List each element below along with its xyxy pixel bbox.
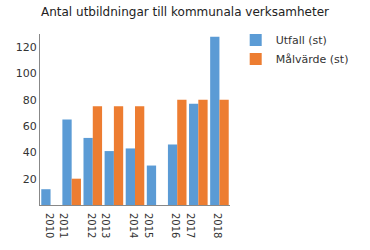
- svg-text:60: 60: [23, 120, 37, 133]
- svg-text:2010: 2010: [44, 213, 55, 238]
- svg-text:2012: 2012: [86, 213, 97, 238]
- svg-text:2017: 2017: [185, 213, 196, 238]
- svg-text:80: 80: [23, 94, 37, 107]
- svg-text:Antal utbildningar till kommun: Antal utbildningar till kommunala verksa…: [41, 5, 329, 19]
- svg-text:Utfall (st): Utfall (st): [276, 34, 327, 47]
- svg-text:2013: 2013: [100, 213, 111, 238]
- svg-text:Målvärde (st): Målvärde (st): [276, 53, 349, 66]
- svg-text:40: 40: [23, 146, 37, 159]
- svg-text:2018: 2018: [212, 213, 223, 238]
- svg-text:20: 20: [23, 173, 37, 186]
- svg-text:2015: 2015: [143, 213, 154, 238]
- svg-text:2016: 2016: [170, 213, 181, 238]
- svg-text:2011: 2011: [58, 213, 69, 238]
- svg-text:2014: 2014: [128, 213, 139, 238]
- svg-text:100: 100: [16, 67, 37, 80]
- svg-text:120: 120: [16, 41, 37, 54]
